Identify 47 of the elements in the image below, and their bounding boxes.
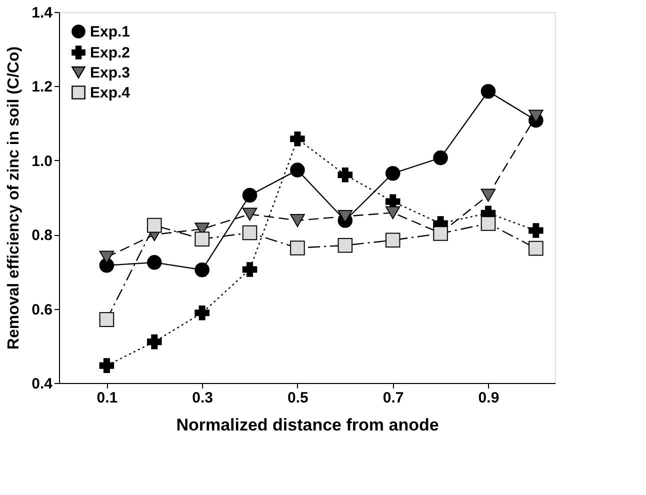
legend-label: Exp.3 — [90, 64, 130, 82]
point — [242, 188, 258, 203]
point — [99, 250, 114, 264]
point — [99, 312, 114, 327]
point — [528, 240, 544, 256]
point — [433, 150, 448, 166]
point — [99, 358, 114, 373]
point — [290, 214, 305, 227]
legend-label: Exp.4 — [90, 84, 131, 102]
x-tick-label: 0.7 — [382, 390, 404, 406]
x-tick-label: 0.9 — [478, 390, 500, 406]
point — [338, 167, 353, 182]
point — [290, 240, 305, 256]
point — [194, 305, 210, 320]
legend-label: Exp.1 — [90, 24, 130, 40]
point — [146, 255, 162, 270]
point — [242, 225, 258, 240]
point — [194, 232, 210, 246]
point — [385, 232, 400, 248]
y-tick-label: 1.2 — [32, 78, 52, 96]
x-axis-title: Normalized distance from anode — [176, 416, 439, 434]
y-tick-label: 0.6 — [32, 301, 52, 318]
point — [146, 218, 162, 233]
y-tick-label: 1.0 — [32, 152, 52, 170]
x-tick-label: 0.5 — [288, 390, 308, 406]
point — [242, 208, 258, 221]
point — [528, 223, 544, 238]
point — [528, 110, 544, 123]
point — [338, 210, 353, 223]
y-tick-label: 0.4 — [32, 376, 54, 392]
point — [338, 238, 353, 253]
x-tick-label: 0.1 — [96, 390, 118, 406]
point — [290, 162, 305, 178]
y-axis-title: Removal efficiency of zinc in soil (C/Co) — [6, 46, 23, 350]
point — [290, 131, 305, 146]
y-tick-label: 1.4 — [32, 4, 54, 22]
point — [480, 84, 496, 99]
point — [385, 206, 400, 220]
legend-label: Exp.2 — [90, 44, 130, 62]
y-tick-label: 0.8 — [32, 227, 52, 244]
point — [146, 334, 162, 350]
point — [194, 262, 210, 278]
point — [385, 166, 400, 181]
point — [480, 216, 496, 231]
x-tick-label: 0.3 — [192, 390, 214, 406]
point — [480, 188, 496, 202]
point — [242, 262, 258, 277]
